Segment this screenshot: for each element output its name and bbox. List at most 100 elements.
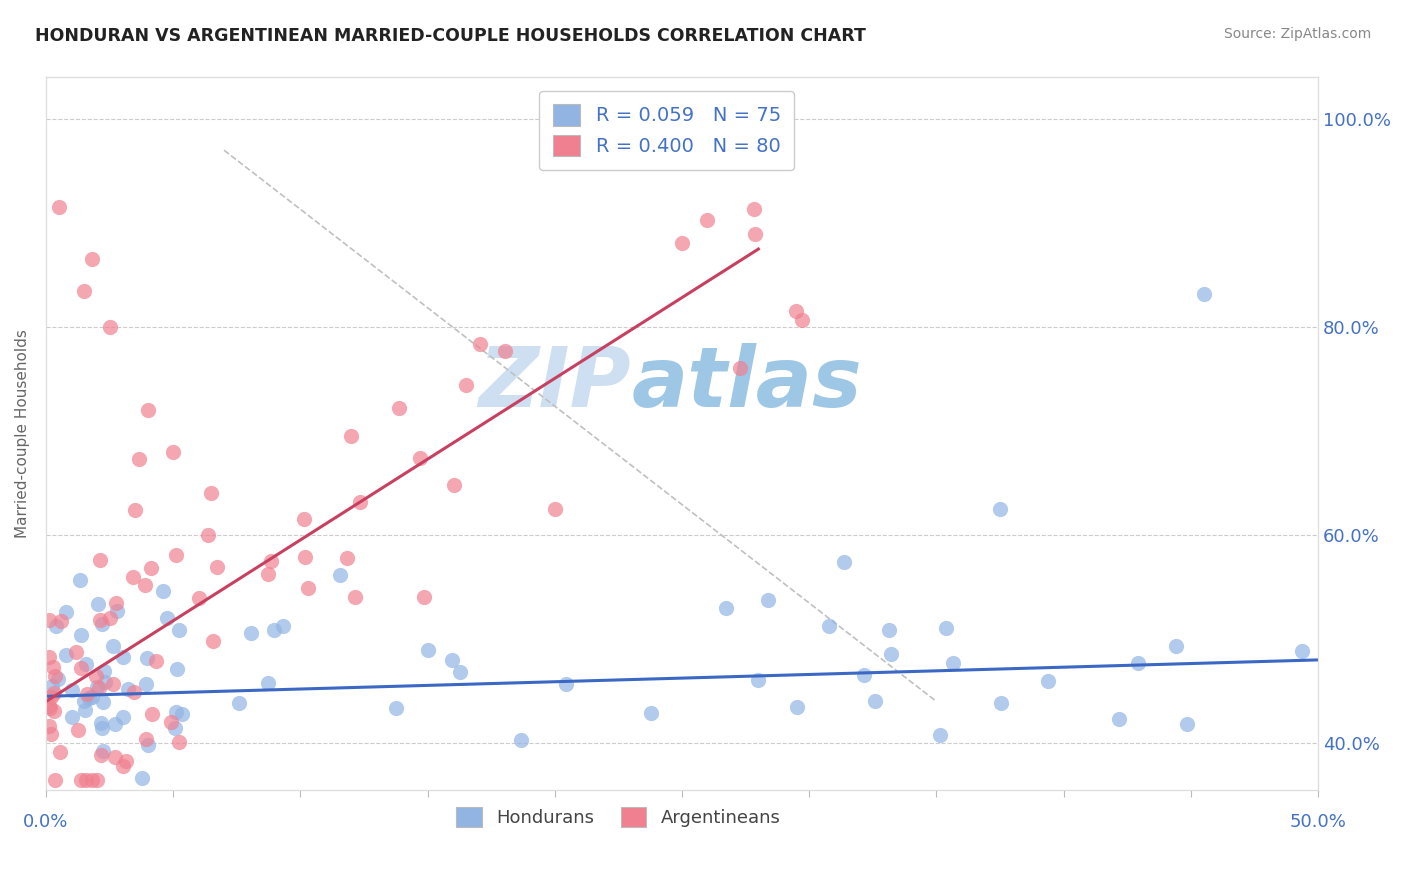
Point xyxy=(112,710,135,724)
Point xyxy=(863,694,886,708)
Point xyxy=(91,694,114,708)
Point xyxy=(877,624,900,638)
Point xyxy=(41,690,63,704)
Point xyxy=(73,703,96,717)
Point xyxy=(93,674,115,689)
Point xyxy=(48,672,70,686)
Point xyxy=(349,495,371,509)
Point xyxy=(329,568,352,582)
Point xyxy=(41,680,63,694)
Point xyxy=(640,706,662,721)
Point xyxy=(60,683,83,698)
Point xyxy=(86,772,108,787)
Point xyxy=(76,687,98,701)
Point xyxy=(115,755,138,769)
Point xyxy=(45,618,67,632)
Point xyxy=(89,553,111,567)
Point xyxy=(449,665,471,679)
Point xyxy=(292,512,315,526)
Point xyxy=(441,652,464,666)
Point xyxy=(141,706,163,721)
Point xyxy=(671,235,693,250)
Point xyxy=(134,577,156,591)
Point xyxy=(38,613,60,627)
Point xyxy=(1164,639,1187,653)
Point xyxy=(131,772,153,786)
Point xyxy=(121,570,143,584)
Point xyxy=(852,668,875,682)
Point xyxy=(93,664,115,678)
Point xyxy=(728,361,751,376)
Point xyxy=(124,502,146,516)
Point xyxy=(257,675,280,690)
Point xyxy=(344,590,367,604)
Point xyxy=(112,649,135,664)
Point xyxy=(70,628,93,642)
Text: Source: ZipAtlas.com: Source: ZipAtlas.com xyxy=(1223,27,1371,41)
Point xyxy=(80,252,103,267)
Point xyxy=(416,643,439,657)
Point xyxy=(928,728,950,742)
Point xyxy=(38,699,60,714)
Point xyxy=(86,680,108,694)
Point xyxy=(228,696,250,710)
Point xyxy=(111,759,134,773)
Point xyxy=(1291,644,1313,658)
Point xyxy=(239,626,262,640)
Point xyxy=(42,660,65,674)
Point xyxy=(105,604,128,618)
Point xyxy=(197,528,219,542)
Point xyxy=(55,648,77,662)
Point xyxy=(260,554,283,568)
Point xyxy=(84,669,107,683)
Point xyxy=(744,227,766,241)
Point xyxy=(91,744,114,758)
Point xyxy=(49,615,72,629)
Point xyxy=(86,598,108,612)
Point xyxy=(134,677,156,691)
Point xyxy=(785,303,807,318)
Point xyxy=(162,445,184,459)
Point xyxy=(205,560,228,574)
Point xyxy=(89,715,111,730)
Point xyxy=(336,550,359,565)
Point xyxy=(942,657,965,671)
Point xyxy=(75,657,97,672)
Point xyxy=(1126,656,1149,670)
Point xyxy=(1192,286,1215,301)
Point xyxy=(44,704,66,718)
Point xyxy=(89,613,111,627)
Point xyxy=(747,673,769,687)
Point xyxy=(880,647,903,661)
Point xyxy=(340,429,363,443)
Point xyxy=(165,721,187,735)
Point xyxy=(38,719,60,733)
Point xyxy=(98,611,121,625)
Point xyxy=(167,735,190,749)
Point xyxy=(263,623,285,637)
Point xyxy=(443,478,465,492)
Point xyxy=(786,699,808,714)
Point xyxy=(60,709,83,723)
Point xyxy=(44,772,66,787)
Point xyxy=(136,403,159,417)
Point xyxy=(166,662,188,676)
Point xyxy=(172,707,194,722)
Point xyxy=(48,201,70,215)
Point xyxy=(756,593,779,607)
Point xyxy=(412,590,434,604)
Point xyxy=(98,320,121,334)
Point xyxy=(1108,712,1130,726)
Legend: Hondurans, Argentineans: Hondurans, Argentineans xyxy=(449,800,787,834)
Point xyxy=(82,772,104,787)
Point xyxy=(1036,674,1059,689)
Point xyxy=(39,700,62,714)
Point xyxy=(167,624,190,638)
Point xyxy=(294,549,316,564)
Point xyxy=(409,450,432,465)
Text: HONDURAN VS ARGENTINEAN MARRIED-COUPLE HOUSEHOLDS CORRELATION CHART: HONDURAN VS ARGENTINEAN MARRIED-COUPLE H… xyxy=(35,27,866,45)
Text: atlas: atlas xyxy=(631,343,862,425)
Point xyxy=(145,654,167,668)
Point xyxy=(38,649,60,664)
Text: 50.0%: 50.0% xyxy=(1289,813,1347,830)
